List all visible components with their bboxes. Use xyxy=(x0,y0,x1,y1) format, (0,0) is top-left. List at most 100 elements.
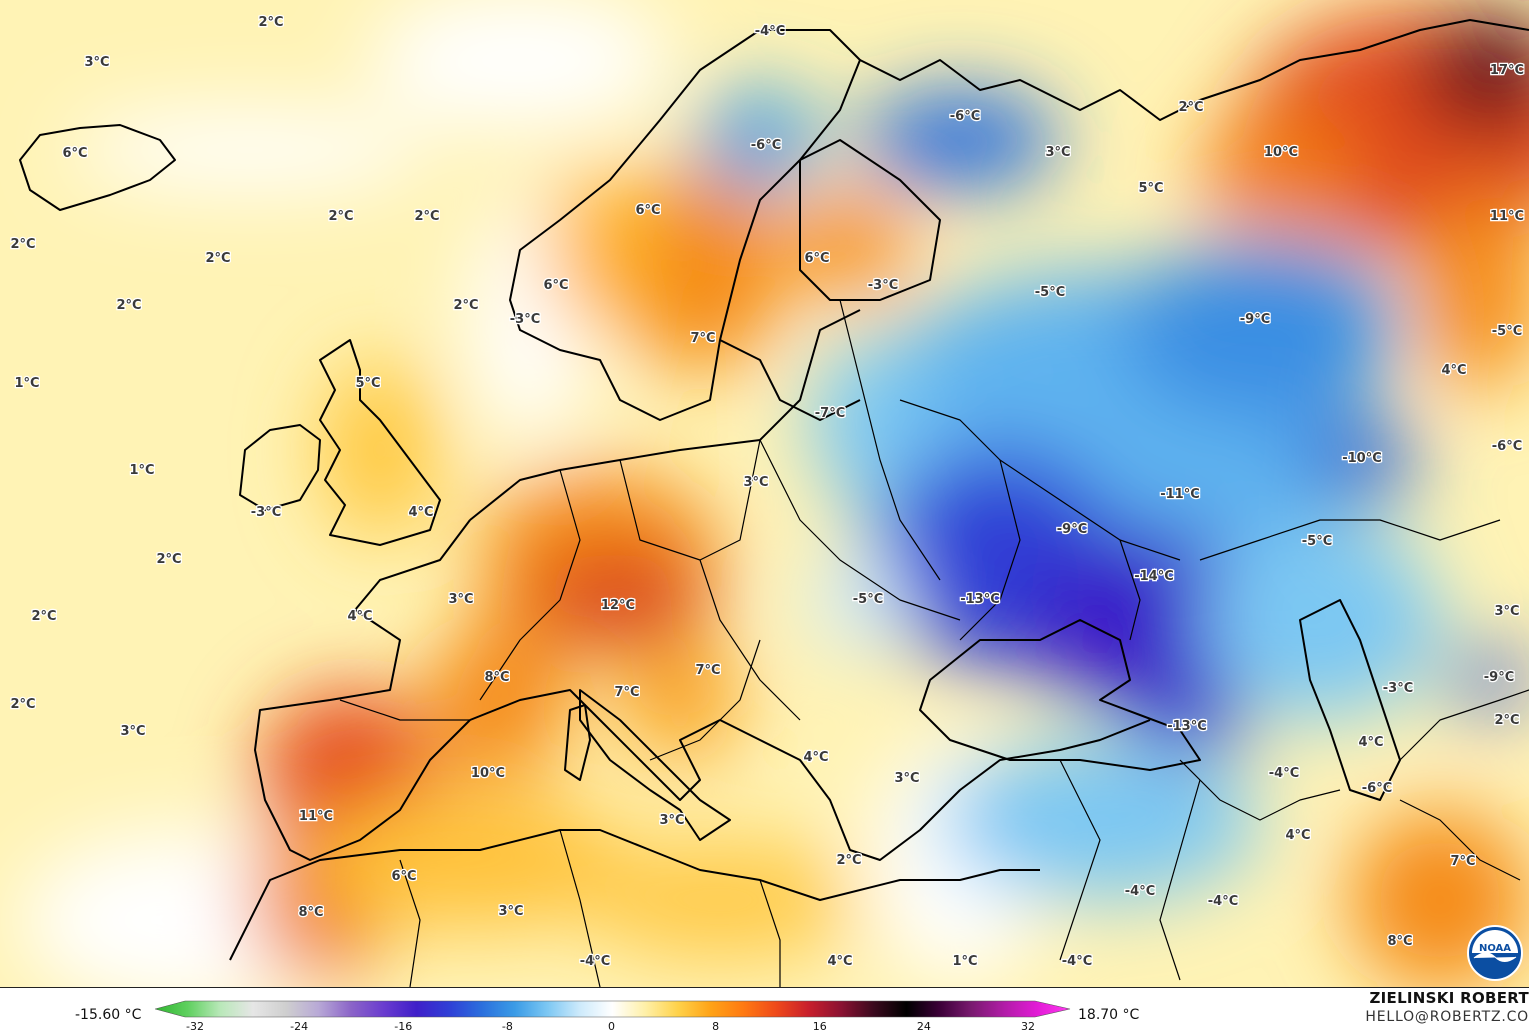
temperature-label: 7°C xyxy=(614,685,639,700)
temperature-label: 7°C xyxy=(695,663,720,678)
temperature-label: 7°C xyxy=(690,331,715,346)
temperature-label: 8°C xyxy=(298,905,323,920)
temperature-label: -5°C xyxy=(1302,534,1332,549)
temperature-label: 4°C xyxy=(827,954,852,969)
temperature-label: -9°C xyxy=(1057,522,1087,537)
colorbar-tick-label: 24 xyxy=(916,1020,931,1033)
temperature-label: 2°C xyxy=(258,15,283,30)
temperature-label: -6°C xyxy=(1362,781,1392,796)
temperature-label: -3°C xyxy=(251,505,281,520)
temperature-label: -9°C xyxy=(1240,312,1270,327)
temperature-label: -3°C xyxy=(868,278,898,293)
temperature-label: -6°C xyxy=(1492,439,1522,454)
temperature-label: 8°C xyxy=(484,670,509,685)
temperature-label: 1°C xyxy=(952,954,977,969)
temperature-label: -11°C xyxy=(1160,487,1200,502)
temperature-label: -5°C xyxy=(853,592,883,607)
temperature-label: -4°C xyxy=(1062,954,1092,969)
temperature-label: -4°C xyxy=(755,24,785,39)
temperature-label: 2°C xyxy=(1178,100,1203,115)
temperature-label: 7°C xyxy=(1450,854,1475,869)
country-borders xyxy=(339,299,1529,987)
temperature-label: 3°C xyxy=(1494,604,1519,619)
temperature-label: 3°C xyxy=(1045,145,1070,160)
temperature-label: 6°C xyxy=(391,869,416,884)
temperature-label: 2°C xyxy=(1494,713,1519,728)
temperature-label: 2°C xyxy=(31,609,56,624)
temperature-label: 11°C xyxy=(1490,209,1524,224)
temperature-label: 8°C xyxy=(1387,934,1412,949)
temperature-label: -4°C xyxy=(580,954,610,969)
temperature-label: 1°C xyxy=(14,376,39,391)
svg-text:NOAA: NOAA xyxy=(1479,943,1511,954)
temperature-label: -4°C xyxy=(1125,884,1155,899)
temperature-label: 4°C xyxy=(408,505,433,520)
temperature-label: 12°C xyxy=(601,598,635,613)
temperature-label: 1°C xyxy=(129,463,154,478)
colorbar-max-label: 18.70 °C xyxy=(1078,1007,1140,1023)
temperature-label: -3°C xyxy=(1383,681,1413,696)
temperature-label: 6°C xyxy=(543,278,568,293)
temperature-label: -13°C xyxy=(960,592,1000,607)
temperature-label: -6°C xyxy=(751,138,781,153)
coastlines xyxy=(19,19,1529,961)
colorbar-min-label: -15.60 °C xyxy=(75,1007,142,1023)
temperature-label: 4°C xyxy=(1441,363,1466,378)
temperature-label: 6°C xyxy=(62,146,87,161)
colorbar-tick-label: 0 xyxy=(608,1020,615,1033)
temperature-label: 10°C xyxy=(471,766,505,781)
temperature-label: 2°C xyxy=(453,298,478,313)
temperature-label: 2°C xyxy=(328,209,353,224)
author-name: ZIELINSKI ROBERT xyxy=(1369,989,1529,1007)
temperature-label: 4°C xyxy=(1285,828,1310,843)
temperature-label: 11°C xyxy=(299,809,333,824)
author-email[interactable]: HELLO@ROBERTZ.CO xyxy=(1365,1009,1529,1025)
colorbar-tick-label: 16 xyxy=(812,1020,827,1033)
temperature-anomaly-map: 2°C 3°C 6°C 2°C 2°C 2°C 2°C 2°C 2°C 1°C 5°C 1°C -3°C… xyxy=(0,0,1529,987)
colorbar-tick-label: -16 xyxy=(394,1020,413,1033)
colorbar-tick-label: 32 xyxy=(1021,1020,1035,1033)
temperature-label: 3°C xyxy=(84,55,109,70)
temperature-label: 4°C xyxy=(347,609,372,624)
temperature-label: 3°C xyxy=(894,771,919,786)
temperature-label: 2°C xyxy=(116,298,141,313)
temperature-label: 3°C xyxy=(659,813,684,828)
temperature-label: -4°C xyxy=(1269,766,1299,781)
temperature-label: 10°C xyxy=(1264,145,1298,160)
temperature-label: -9°C xyxy=(1484,670,1514,685)
colorbar-tick-label: 8 xyxy=(712,1020,720,1033)
temperature-label: -3°C xyxy=(510,312,540,327)
temperature-label: 3°C xyxy=(743,475,768,490)
temperature-label: -14°C xyxy=(1134,569,1174,584)
temperature-label: 2°C xyxy=(414,209,439,224)
temperature-label: 2°C xyxy=(10,237,35,252)
temperature-label: 2°C xyxy=(836,853,861,868)
temperature-label: 5°C xyxy=(1138,181,1163,196)
temperature-label: -6°C xyxy=(950,109,980,124)
temperature-label: 3°C xyxy=(120,724,145,739)
colorbar-tick-label: -8 xyxy=(501,1020,513,1033)
colorbar-tick-label: -24 xyxy=(290,1020,309,1033)
noaa-logo: NOAA xyxy=(1467,925,1523,981)
temperature-label: 5°C xyxy=(355,376,380,391)
temperature-label: -10°C xyxy=(1342,451,1382,466)
temperature-label: -13°C xyxy=(1167,719,1207,734)
temperature-label: -5°C xyxy=(1492,324,1522,339)
temperature-label: 4°C xyxy=(1358,735,1383,750)
temperature-label: -4°C xyxy=(1208,894,1238,909)
temperature-label: 2°C xyxy=(10,697,35,712)
anomaly-field xyxy=(20,0,1529,987)
temperature-label: 17°C xyxy=(1490,63,1524,78)
temperature-labels: 2°C 3°C 6°C 2°C 2°C 2°C 2°C 2°C 2°C 1°C 5°C 1°C -3°C… xyxy=(9,14,1525,971)
temperature-label: 6°C xyxy=(635,203,660,218)
temperature-label: -5°C xyxy=(1035,285,1065,300)
temperature-label: 2°C xyxy=(205,251,230,266)
temperature-label: -7°C xyxy=(815,406,845,421)
temperature-label: 3°C xyxy=(448,592,473,607)
colorbar-tick-label: -32 xyxy=(186,1020,204,1033)
temperature-label: 4°C xyxy=(803,750,828,765)
temperature-label: 6°C xyxy=(804,251,829,266)
temperature-label: 3°C xyxy=(498,904,523,919)
colorbar xyxy=(155,1000,1071,1018)
temperature-label: 2°C xyxy=(156,552,181,567)
